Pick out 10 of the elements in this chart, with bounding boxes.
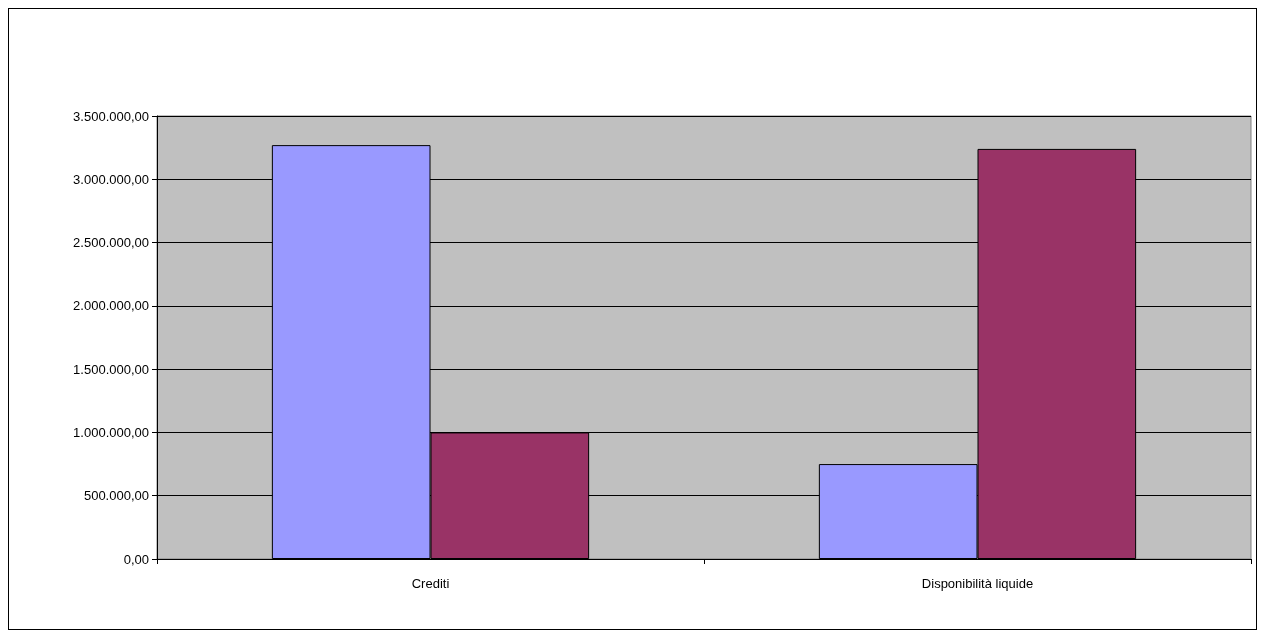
y-tick-label: 0,00 <box>123 551 149 567</box>
y-tick-label: 3.500.000,00 <box>73 108 149 124</box>
y-tick-label: 1.500.000,00 <box>73 361 149 377</box>
x-tick-label: Disponibilità liquide <box>921 576 1034 591</box>
y-tick-label: 3.000.000,00 <box>73 171 149 187</box>
y-tick-label: 2.000.000,00 <box>73 298 149 314</box>
y-tick-label: 500.000,00 <box>83 488 149 504</box>
x-tick-label: Crediti <box>411 576 450 591</box>
y-tick-label: 1.000.000,00 <box>73 424 149 440</box>
y-tick-label: 2.500.000,00 <box>73 235 149 251</box>
